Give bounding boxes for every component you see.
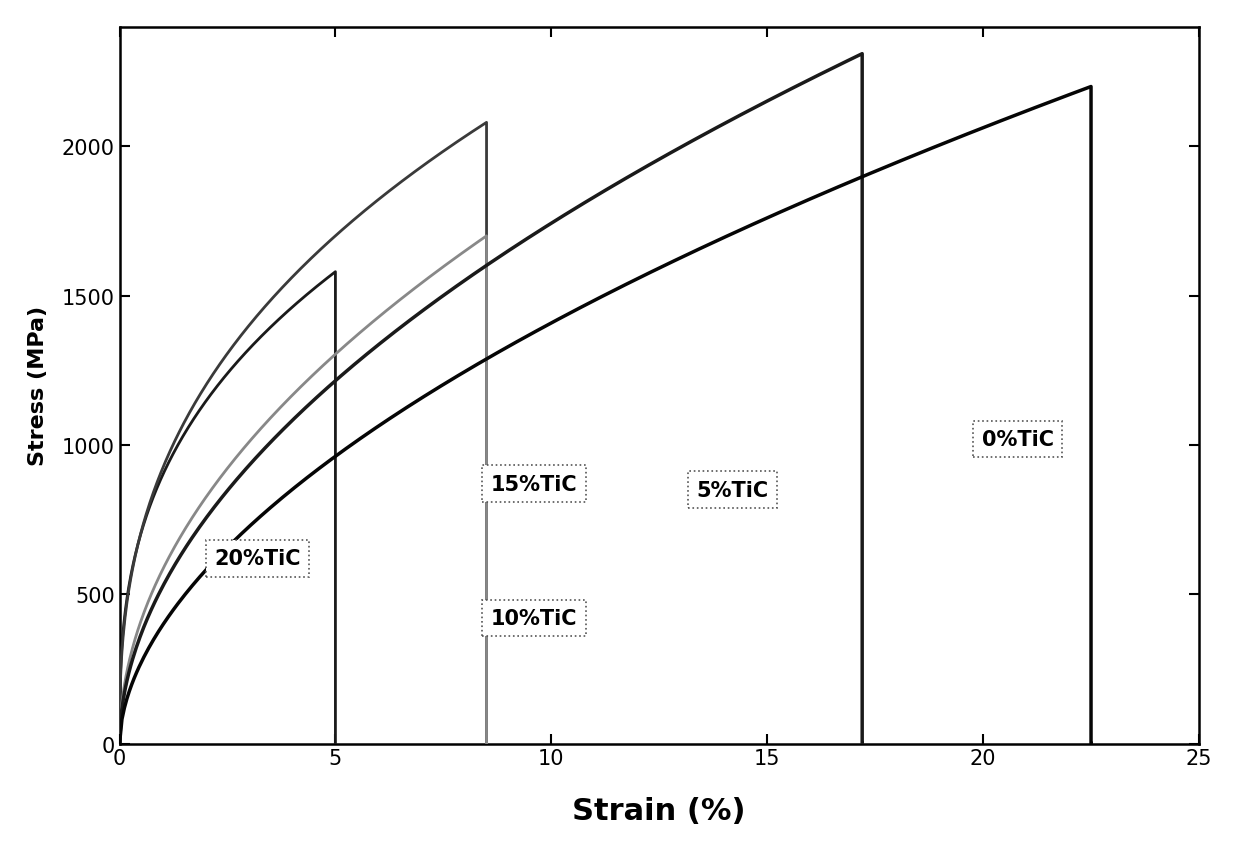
X-axis label: Strain (%): Strain (%): [573, 797, 746, 825]
Text: 5%TiC: 5%TiC: [697, 480, 769, 500]
Text: 20%TiC: 20%TiC: [215, 548, 301, 569]
Text: 15%TiC: 15%TiC: [491, 474, 578, 494]
Y-axis label: Stress (MPa): Stress (MPa): [27, 305, 48, 466]
Text: 10%TiC: 10%TiC: [491, 608, 578, 629]
Text: 0%TiC: 0%TiC: [982, 429, 1054, 450]
